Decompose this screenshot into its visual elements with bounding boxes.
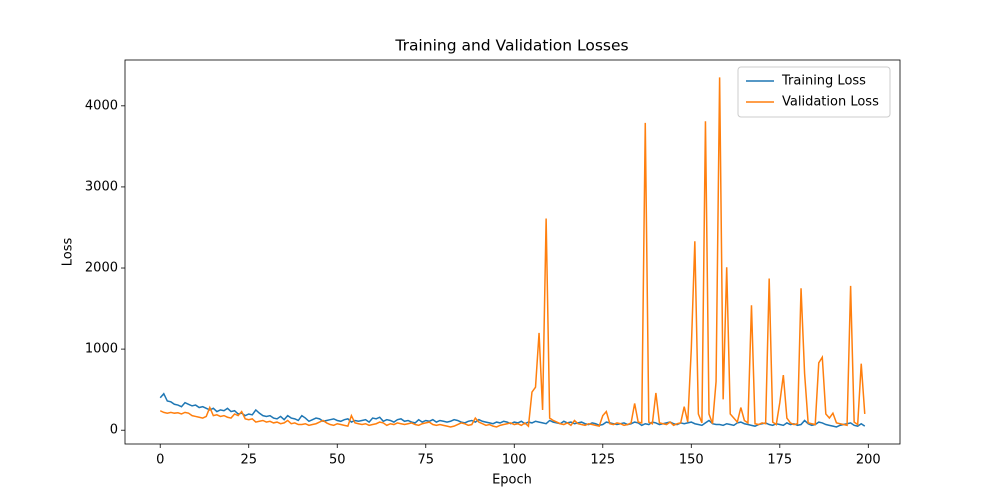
chart-title: Training and Validation Losses: [394, 37, 628, 55]
x-tick-label: 75: [417, 453, 434, 468]
y-tick-label: 0: [110, 423, 118, 438]
y-tick-label: 2000: [85, 261, 118, 276]
x-tick-label: 125: [590, 453, 615, 468]
series-line: [159, 77, 866, 428]
y-tick-label: 4000: [85, 98, 118, 113]
x-tick-label: 100: [502, 453, 527, 468]
y-tick-label: 3000: [85, 179, 118, 194]
legend-label: Training Loss: [781, 74, 866, 89]
x-tick-label: 150: [679, 453, 704, 468]
x-axis-label: Epoch: [492, 473, 532, 488]
x-tick-label: 50: [329, 453, 346, 468]
y-axis-label: Loss: [61, 238, 76, 267]
x-tick-label: 200: [856, 453, 881, 468]
legend-label: Validation Loss: [782, 95, 879, 110]
x-tick-label: 0: [156, 453, 164, 468]
legend-box: [737, 66, 891, 118]
x-tick-label: 175: [767, 453, 792, 468]
x-tick-label: 25: [240, 453, 257, 468]
axes-frame: [124, 59, 901, 445]
y-tick-label: 1000: [85, 342, 118, 357]
